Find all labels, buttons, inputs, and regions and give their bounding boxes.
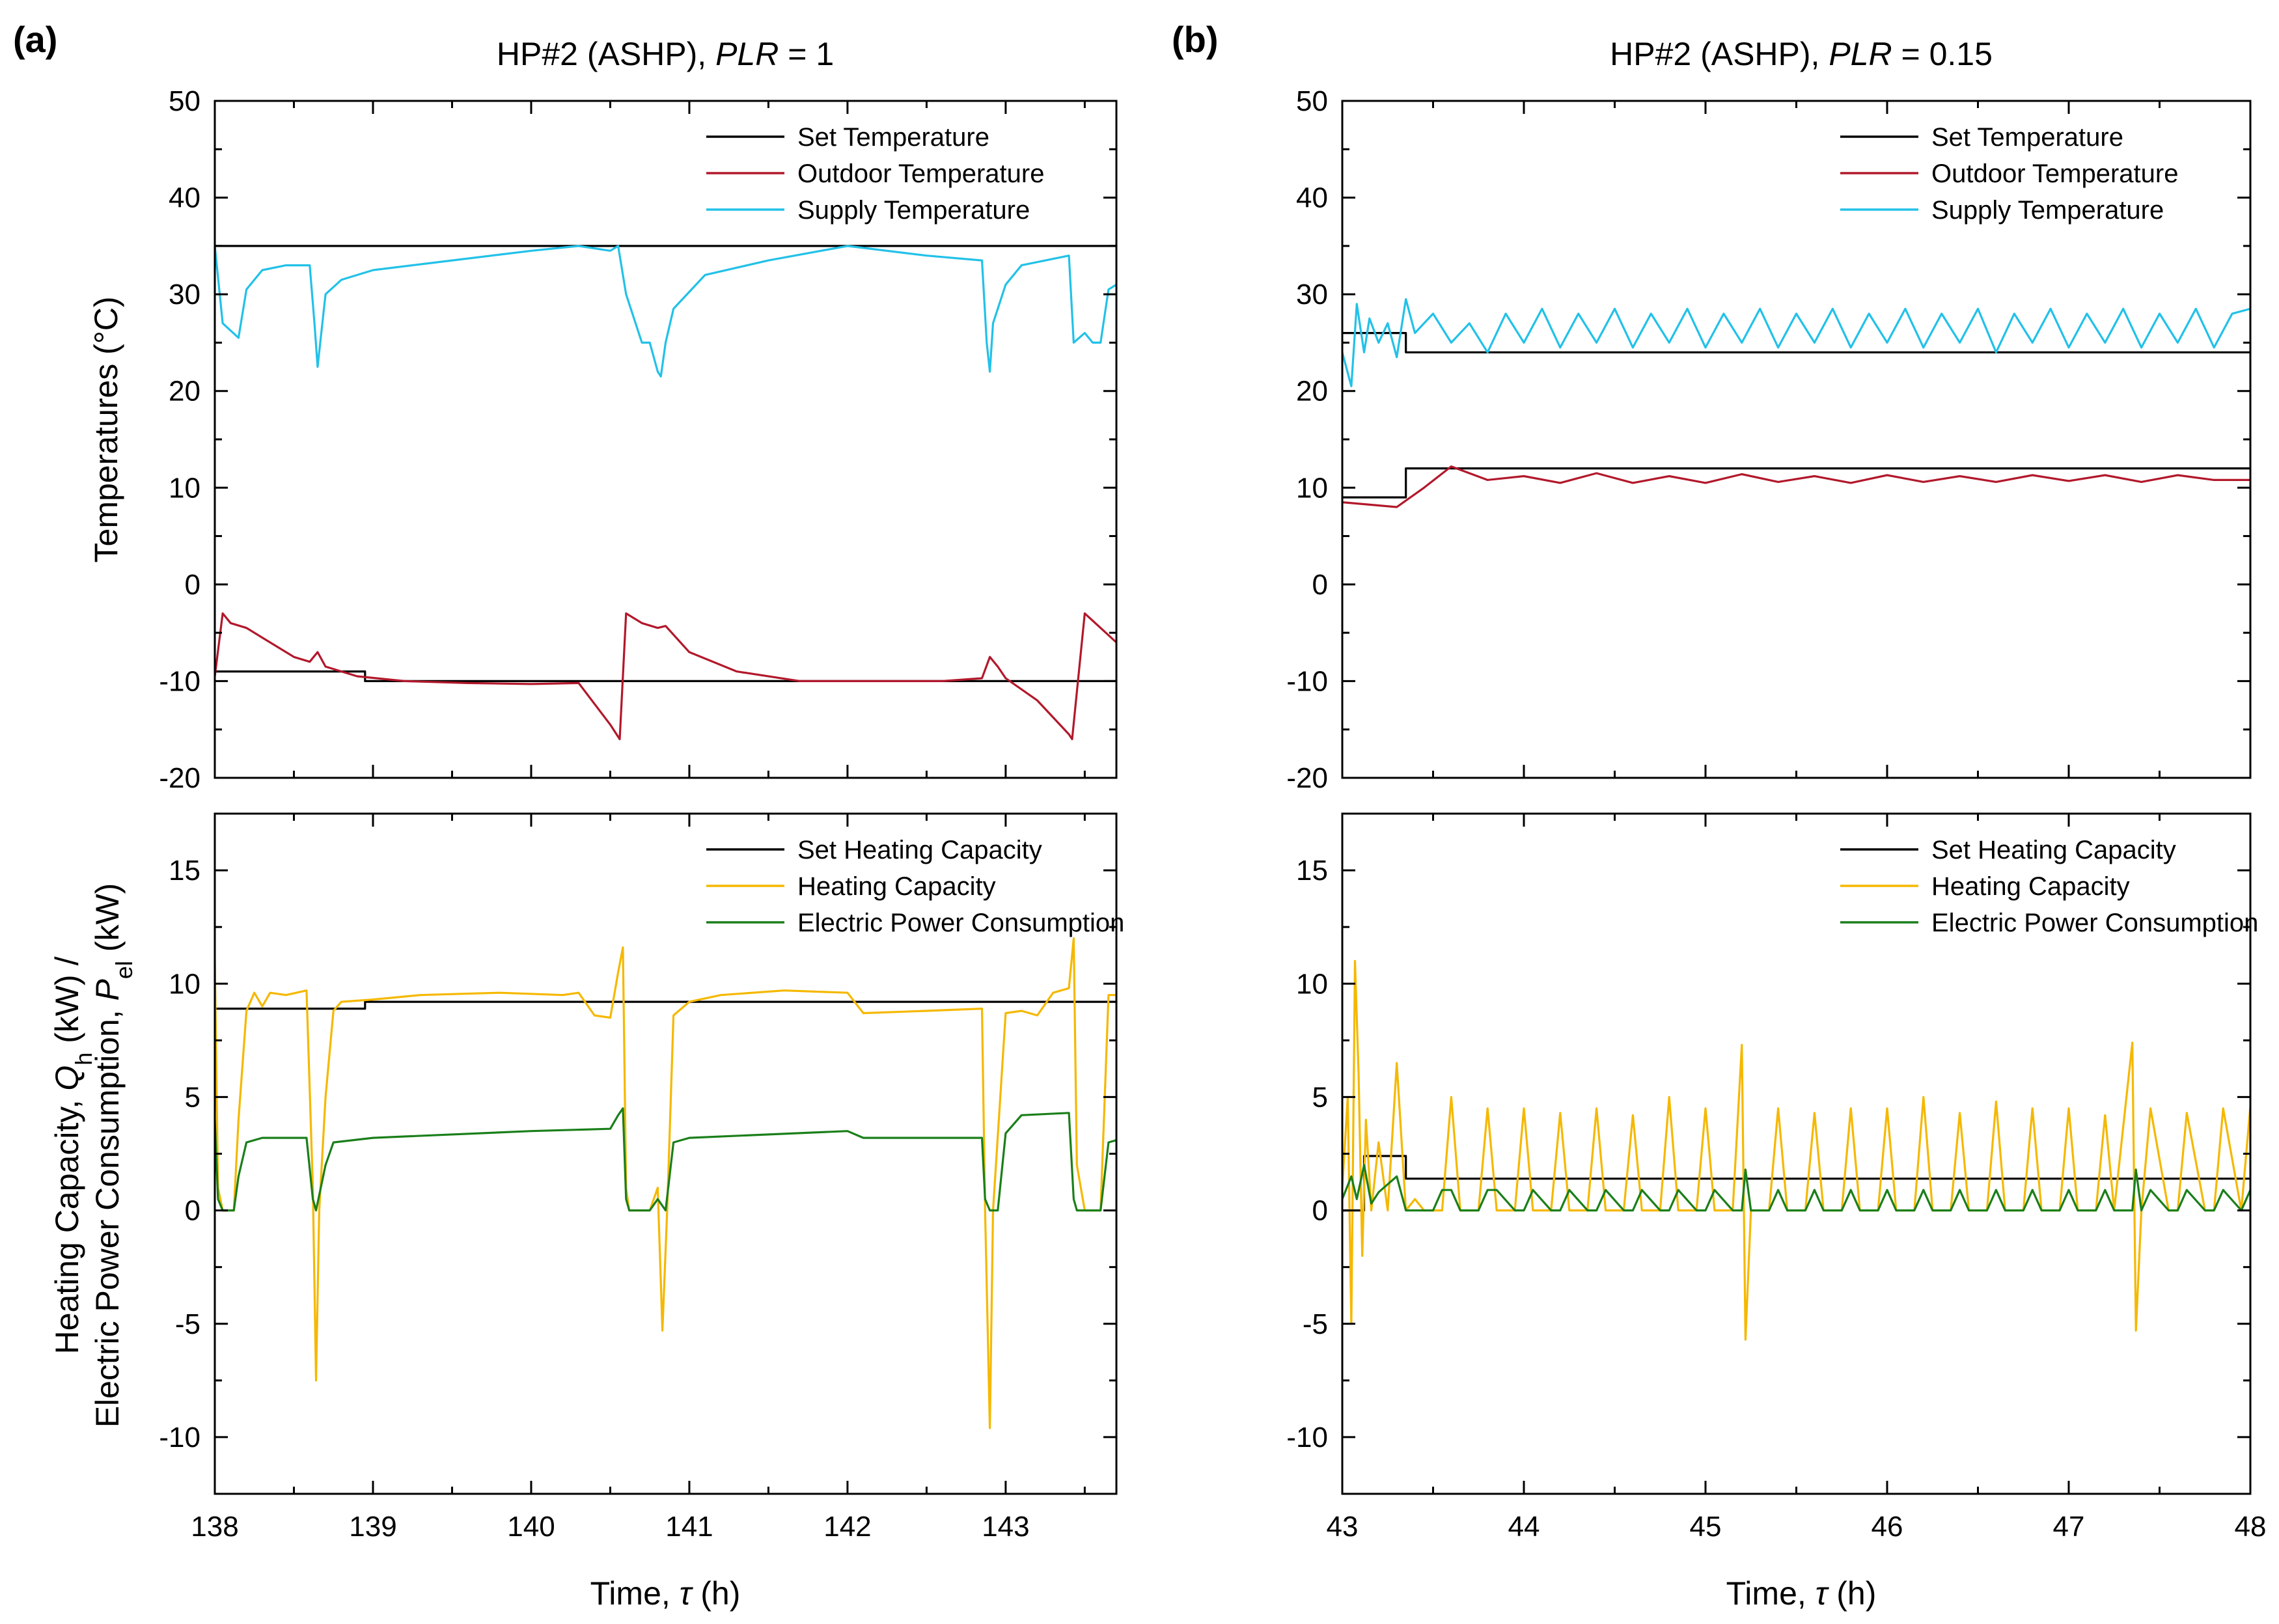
x-tick-label: 138	[191, 1511, 238, 1543]
legend-label: Set Temperature	[797, 123, 989, 152]
x-tick-label: 139	[349, 1511, 396, 1543]
series-line-set-temperature	[1342, 467, 2250, 499]
x-tick-label: 48	[2235, 1511, 2267, 1543]
series-line-electric-power-consumption	[215, 1107, 1116, 1212]
series-line-outdoor-temperature	[1342, 465, 2250, 508]
legend-label: Outdoor Temperature	[1931, 159, 2178, 188]
legend-label: Outdoor Temperature	[797, 159, 1044, 188]
x-tick-label: 140	[507, 1511, 555, 1543]
y-axis-title-capacity-line2: Electric Power Consumption, Pel (kW)	[89, 883, 137, 1428]
y-tick-label: 30	[1296, 279, 1328, 310]
chart-b-top: 50 40 30 20 10 0 -10 -20 Set Temperature Outdoor …	[1286, 85, 2252, 794]
y-tick-label: 0	[185, 569, 200, 601]
y-tick-label: 20	[169, 376, 200, 407]
series-line-set-heating-capacity	[215, 1000, 1116, 1010]
y-tick-label: -10	[1286, 1422, 1328, 1453]
series-line-supply-temperature	[1342, 298, 2250, 387]
panel-title-b: HP#2 (ASHP), PLR = 0.15	[1610, 36, 1993, 72]
legend-label: Electric Power Consumption	[797, 909, 1124, 937]
y-tick-label: 40	[1296, 182, 1328, 214]
legend-label: Set Heating Capacity	[1931, 836, 2176, 864]
y-tick-label: 15	[1296, 855, 1328, 887]
y-tick-label: -20	[1286, 762, 1328, 794]
panel-title-a: HP#2 (ASHP), PLR = 1	[497, 36, 834, 72]
series-line-outdoor-temperature	[215, 612, 1116, 741]
y-tick-label: 15	[169, 855, 200, 887]
y-tick-label: -5	[1303, 1308, 1328, 1340]
x-tick-label: 142	[823, 1511, 871, 1543]
y-tick-label: -10	[159, 665, 200, 697]
y-tick-label: 20	[1296, 376, 1328, 407]
panel-label-a: (a)	[13, 19, 57, 60]
chart-a-top: 50 40 30 20 10 0 -10 -20 Set Temperature Outdoor …	[159, 85, 1118, 794]
x-tick-label: 43	[1327, 1511, 1359, 1543]
y-axis-title-temperatures: Temperatures (°C)	[88, 297, 124, 563]
y-tick-label: 50	[1296, 85, 1328, 117]
legend-label: Supply Temperature	[797, 196, 1030, 225]
legend-label: Heating Capacity	[797, 872, 996, 901]
x-axis-title-a: Time, τ (h)	[590, 1575, 741, 1612]
legend-label: Supply Temperature	[1931, 196, 2164, 225]
y-tick-label: 30	[169, 279, 200, 310]
series-line-supply-temperature	[215, 245, 1116, 378]
series-group	[215, 245, 1116, 741]
y-tick-label: 10	[1296, 968, 1328, 1000]
y-tick-label: 10	[169, 472, 200, 504]
legend-label: Set Temperature	[1931, 123, 2123, 152]
y-tick-label: 0	[1312, 1195, 1328, 1227]
y-axis-title-capacity-line1: Heating Capacity, Qh (kW) /	[49, 956, 97, 1354]
x-tick-label: 141	[665, 1511, 713, 1543]
chart-b-bottom: 43 44 45 46 47 48 15 10 5 0 -5 -10 Set Heating Capac…	[1286, 812, 2267, 1543]
y-tick-label: -10	[159, 1422, 200, 1453]
x-tick-label: 143	[982, 1511, 1029, 1543]
y-tick-label: 40	[169, 182, 200, 214]
panel-label-b: (b)	[1172, 19, 1219, 60]
y-tick-label: 10	[1296, 472, 1328, 504]
y-tick-label: 0	[185, 1195, 200, 1227]
x-tick-label: 46	[1872, 1511, 1903, 1543]
series-group	[215, 937, 1116, 1429]
series-line-electric-power-consumption	[1342, 1164, 2250, 1212]
y-tick-label: -5	[175, 1308, 200, 1340]
series-group	[1342, 298, 2250, 508]
x-tick-label: 45	[1690, 1511, 1722, 1543]
x-axis-title-b: Time, τ (h)	[1726, 1575, 1877, 1612]
legend-label: Set Heating Capacity	[797, 836, 1042, 864]
y-tick-label: 0	[1312, 569, 1328, 601]
y-tick-label: -10	[1286, 665, 1328, 697]
legend-label: Heating Capacity	[1931, 872, 2130, 901]
y-tick-label: 10	[169, 968, 200, 1000]
series-group	[1342, 959, 2250, 1341]
y-tick-label: 5	[1312, 1081, 1328, 1113]
chart-a-bottom: 138 139 140 141 142 143 15 10 5 0 -5 -10 Set Heating…	[159, 812, 1124, 1543]
y-tick-label: 5	[185, 1081, 200, 1113]
y-tick-label: -20	[159, 762, 200, 794]
legend-label: Electric Power Consumption	[1931, 909, 2258, 937]
y-tick-label: 50	[169, 85, 200, 117]
x-tick-label: 47	[2053, 1511, 2085, 1543]
x-tick-label: 44	[1508, 1511, 1540, 1543]
